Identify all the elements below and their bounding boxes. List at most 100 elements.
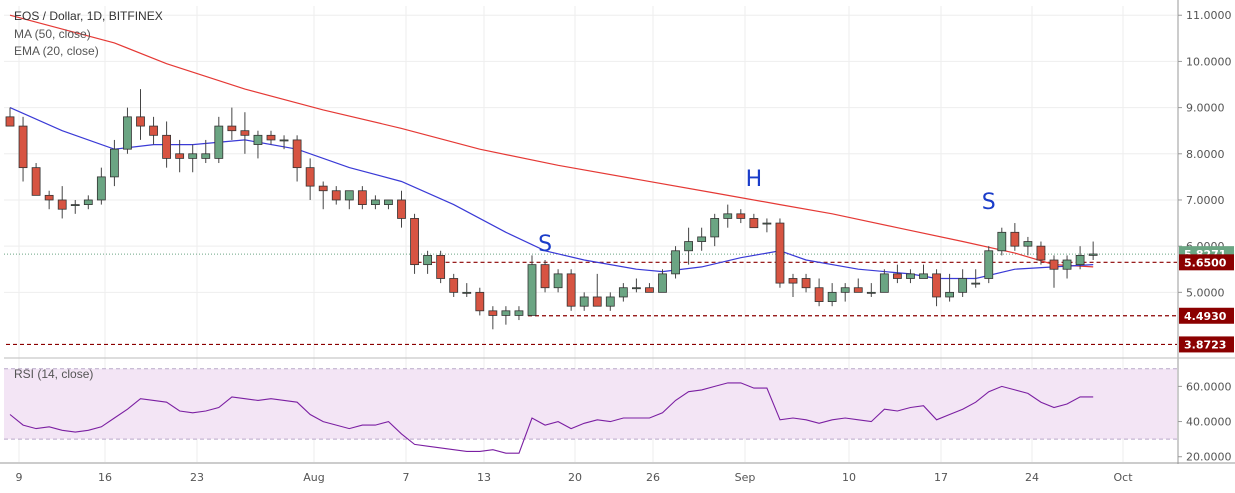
candle-body bbox=[723, 213, 733, 219]
candle bbox=[83, 195, 93, 210]
candle-body bbox=[984, 250, 994, 279]
rsi-tick-label: 60.0000 bbox=[1186, 380, 1232, 393]
price-label: 5.6500 bbox=[1179, 254, 1234, 271]
price-label-text: 3.8723 bbox=[1184, 338, 1226, 351]
candle bbox=[292, 135, 302, 182]
candle-body bbox=[540, 264, 550, 289]
candle bbox=[475, 287, 485, 316]
candle bbox=[370, 195, 380, 210]
candle-body bbox=[331, 190, 341, 201]
candle-body bbox=[70, 204, 80, 206]
rsi-tick-label: 20.0000 bbox=[1186, 451, 1232, 464]
candle-body bbox=[971, 282, 981, 285]
candle-body bbox=[906, 273, 915, 279]
y-tick-label: 5.0000 bbox=[1186, 286, 1225, 299]
candle bbox=[136, 89, 145, 140]
candle-body bbox=[527, 264, 537, 316]
pattern-label: S bbox=[538, 232, 552, 257]
candle-body bbox=[410, 218, 419, 266]
x-tick-label: 10 bbox=[842, 471, 856, 484]
candle bbox=[1036, 241, 1046, 265]
candle bbox=[488, 306, 498, 330]
candle-body bbox=[893, 273, 902, 279]
candle bbox=[18, 116, 28, 182]
candle bbox=[279, 135, 289, 150]
candle bbox=[658, 269, 667, 293]
candle-body bbox=[266, 134, 276, 141]
candle bbox=[357, 186, 367, 210]
rsi-title: RSI (14, close) bbox=[14, 367, 94, 381]
candle bbox=[801, 273, 811, 293]
price-pane bbox=[4, 6, 1177, 357]
candle bbox=[906, 269, 915, 284]
rsi-band bbox=[4, 368, 1177, 440]
price-label-bg bbox=[1179, 336, 1234, 353]
candle-body bbox=[814, 287, 824, 302]
candle bbox=[318, 181, 328, 210]
candle-body bbox=[840, 287, 850, 293]
candle bbox=[579, 292, 589, 311]
candle-body bbox=[618, 287, 628, 298]
candle bbox=[436, 250, 446, 284]
candle-body bbox=[57, 199, 67, 210]
y-tick-label: 7.0000 bbox=[1186, 194, 1225, 207]
candle bbox=[344, 190, 354, 210]
candle-body bbox=[762, 222, 772, 225]
candle-body bbox=[553, 273, 563, 289]
candle-body bbox=[162, 134, 172, 159]
candle-body bbox=[344, 190, 354, 201]
candle-body bbox=[775, 222, 785, 284]
candle bbox=[540, 260, 550, 293]
candle bbox=[331, 186, 341, 205]
candle bbox=[44, 190, 54, 210]
candle bbox=[57, 186, 67, 219]
candle-body bbox=[227, 125, 237, 132]
candle-body bbox=[83, 199, 93, 205]
x-tick-label: 26 bbox=[646, 471, 660, 484]
candle-body bbox=[423, 254, 433, 266]
candle bbox=[971, 269, 981, 288]
candle-body bbox=[866, 291, 876, 294]
candle bbox=[1062, 255, 1072, 279]
candle bbox=[814, 278, 824, 307]
candle bbox=[553, 269, 563, 293]
candle bbox=[110, 139, 119, 187]
candle bbox=[410, 213, 419, 274]
candle bbox=[632, 278, 641, 293]
candle bbox=[149, 116, 158, 145]
candle bbox=[5, 107, 15, 127]
candle-body bbox=[188, 153, 198, 159]
candle-body bbox=[240, 130, 250, 136]
candle-body bbox=[827, 291, 837, 302]
ma50-line bbox=[9, 14, 1094, 268]
candle bbox=[762, 218, 772, 233]
candle-body bbox=[853, 287, 863, 293]
candle-body bbox=[318, 185, 328, 192]
candle-body bbox=[370, 199, 380, 205]
candle bbox=[96, 167, 106, 205]
candle-body bbox=[475, 291, 485, 312]
candle bbox=[684, 227, 693, 265]
x-tick-label: 16 bbox=[98, 471, 112, 484]
candle-body bbox=[801, 278, 811, 289]
candle bbox=[866, 283, 876, 297]
candle bbox=[1049, 255, 1059, 288]
candle-body bbox=[1010, 231, 1020, 247]
candle bbox=[840, 283, 850, 302]
candle-body bbox=[645, 287, 654, 293]
candle bbox=[605, 292, 615, 311]
x-tick-label: 20 bbox=[568, 471, 582, 484]
candle-body bbox=[5, 116, 15, 127]
candle-body bbox=[579, 296, 589, 307]
rsi-line bbox=[9, 382, 1094, 454]
candle bbox=[788, 273, 798, 297]
candle-body bbox=[201, 153, 211, 159]
y-tick-label: 8.0000 bbox=[1186, 148, 1225, 161]
candle-body bbox=[658, 273, 667, 293]
x-tick-label: 17 bbox=[934, 471, 948, 484]
candle-body bbox=[149, 125, 158, 136]
candle bbox=[1088, 241, 1098, 261]
candle bbox=[736, 209, 746, 224]
